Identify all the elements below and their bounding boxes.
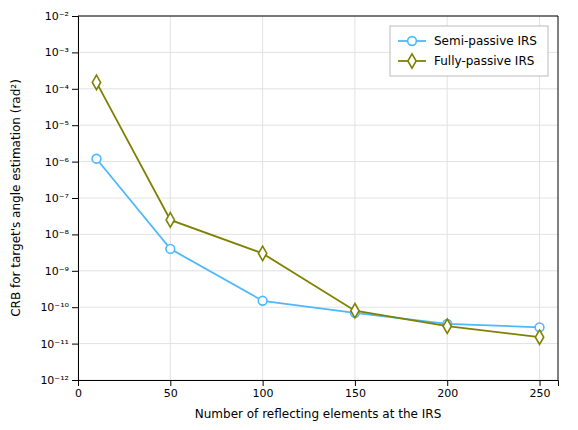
- y-axis-tick: 10⁻⁵: [45, 119, 78, 132]
- y-axis-tick: 10⁻¹⁰: [40, 301, 78, 314]
- legend-marker: [408, 37, 417, 46]
- legend-label: Semi-passive IRS: [434, 34, 537, 48]
- y-axis-tick-mark: [72, 16, 78, 17]
- x-axis: 0 50 100 150 200 250: [75, 380, 559, 400]
- y-axis-tick-mark: [72, 307, 78, 308]
- y-axis-tick: 10⁻⁷: [45, 192, 78, 205]
- grid-line-y: [78, 16, 558, 17]
- y-axis-tick: 10⁻⁶: [45, 156, 78, 169]
- y-axis-title: CRB for target's angle estimation (rad²): [9, 79, 23, 317]
- x-axis-tick-label: 150: [345, 387, 366, 400]
- y-axis-tick-mark: [72, 344, 78, 345]
- x-axis-tick: 50: [164, 380, 178, 400]
- legend-box: [390, 26, 548, 76]
- series-marker: [92, 154, 101, 163]
- x-axis-tick-label: 200: [437, 387, 458, 400]
- grid-line-y: [78, 161, 558, 162]
- y-axis-tick-label: 10⁻⁵: [45, 119, 69, 132]
- y-axis-tick-mark: [72, 52, 78, 53]
- grid-line-y: [78, 125, 558, 126]
- x-axis-tick-mark: [170, 380, 171, 386]
- x-axis-tick: 150: [345, 380, 366, 400]
- chart: 05010015020025010⁻¹²10⁻¹¹10⁻¹⁰10⁻⁹10⁻⁸10…: [0, 0, 578, 430]
- y-axis-line: [72, 17, 79, 381]
- plot: 05010015020025010⁻¹²10⁻¹¹10⁻¹⁰10⁻⁹10⁻⁸10…: [40, 10, 558, 400]
- y-axis-tick-label: 10⁻⁶: [45, 156, 70, 169]
- grid-line-y: [78, 198, 558, 199]
- y-axis-tick-mark: [72, 234, 78, 235]
- y-axis-tick-label: 10⁻²: [45, 10, 69, 23]
- y-axis-tick-label: 10⁻³: [45, 46, 69, 59]
- y-axis-tick-label: 10⁻⁸: [45, 228, 70, 241]
- legend-marker: [408, 54, 416, 68]
- y-axis-tick-mark: [72, 89, 78, 90]
- series-marker: [258, 296, 267, 305]
- series-line: [96, 159, 539, 328]
- marks: [92, 75, 544, 344]
- y-axis-tick-label: 10⁻⁷: [45, 192, 69, 205]
- grid-line-y: [78, 88, 558, 89]
- x-axis-tick: 100: [253, 380, 274, 400]
- y-axis-tick-mark: [72, 198, 78, 199]
- grid-line-y: [78, 270, 558, 271]
- x-axis-tick: 250: [530, 380, 551, 400]
- x-axis-tick: 200: [437, 380, 458, 400]
- x-axis-title: Number of reflecting elements at the IRS: [195, 407, 442, 421]
- legend-label: Fully-passive IRS: [434, 54, 534, 68]
- frame-top: [78, 16, 558, 17]
- x-axis-tick-mark: [263, 380, 264, 386]
- y-axis-tick-label: 10⁻⁴: [45, 83, 70, 96]
- x-axis-line: [79, 381, 559, 387]
- x-axis-tick-label: 0: [75, 387, 82, 400]
- y-axis-tick: 10⁻⁹: [45, 265, 78, 278]
- grid-line-y: [78, 343, 558, 344]
- series-line: [96, 82, 539, 337]
- legend: Semi-passive IRS Fully-passive IRS: [390, 26, 548, 76]
- legend-item: Semi-passive IRS: [398, 34, 537, 48]
- x-axis-tick-label: 100: [253, 387, 274, 400]
- y-axis-tick: 10⁻⁴: [45, 83, 78, 96]
- y-axis-tick: 10⁻¹¹: [40, 338, 78, 351]
- x-axis-tick-label: 50: [164, 387, 178, 400]
- y-axis-tick: 10⁻⁸: [45, 228, 78, 241]
- series: [92, 154, 544, 331]
- series-marker: [535, 330, 543, 344]
- y-axis-tick-mark: [72, 162, 78, 163]
- series-marker: [92, 75, 100, 89]
- grid: [78, 16, 558, 380]
- y-axis-tick: 10⁻¹²: [40, 374, 78, 387]
- series-marker: [166, 245, 175, 254]
- series-marker: [166, 213, 174, 227]
- series-marker: [443, 319, 451, 333]
- y-axis-tick-label: 10⁻¹²: [40, 374, 69, 387]
- y-axis: 10⁻¹² 10⁻¹¹ 10⁻¹⁰ 10⁻⁹ 10⁻⁸ 10⁻⁷ 10⁻⁶ 10⁻⁵ 10⁻⁴ 1…: [40, 10, 78, 387]
- grid-line-y: [78, 234, 558, 235]
- x-axis-tick-mark: [355, 380, 356, 386]
- legend-item: Fully-passive IRS: [398, 54, 534, 69]
- y-axis-tick-mark: [72, 380, 78, 381]
- frame-right: [558, 16, 559, 380]
- y-axis-tick-label: 10⁻¹¹: [40, 338, 69, 351]
- y-axis-tick-mark: [72, 125, 78, 126]
- y-axis-tick: 10⁻³: [45, 46, 78, 59]
- series-marker: [351, 304, 359, 318]
- series: [92, 75, 543, 344]
- y-axis-tick-mark: [72, 271, 78, 272]
- y-axis-tick: 10⁻²: [45, 10, 78, 23]
- y-axis-tick-label: 10⁻⁹: [45, 265, 69, 278]
- x-axis-tick-label: 250: [530, 387, 551, 400]
- x-axis-tick-mark: [447, 380, 448, 386]
- x-axis-tick: 0: [75, 380, 82, 400]
- series-marker: [258, 246, 266, 260]
- x-axis-tick-mark: [540, 380, 541, 386]
- y-axis-tick-label: 10⁻¹⁰: [40, 301, 69, 314]
